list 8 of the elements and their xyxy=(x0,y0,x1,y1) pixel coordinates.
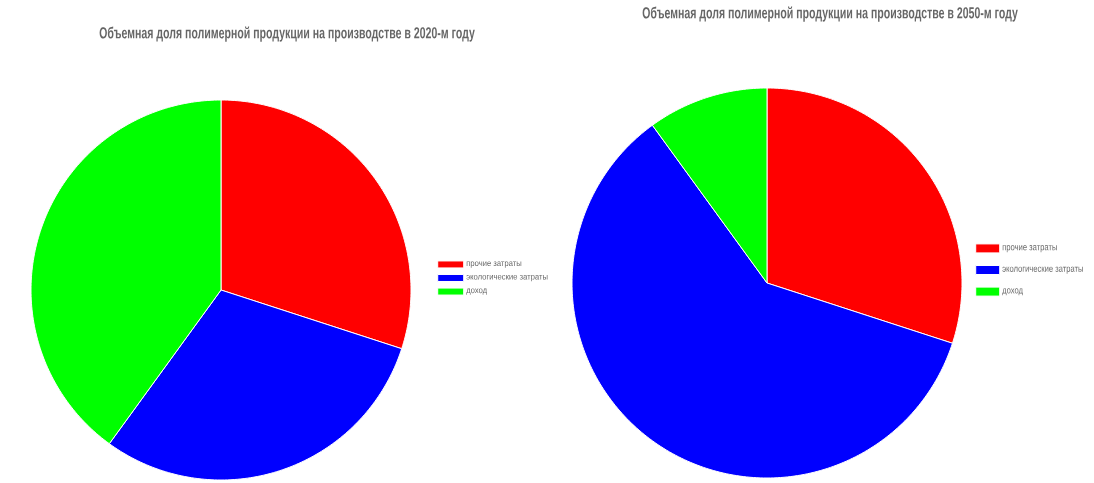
legend-label: прочие затраты xyxy=(1002,245,1057,253)
legend-label: экологические затраты xyxy=(466,274,548,282)
legend-label: доход xyxy=(466,288,487,295)
chart-title: Объемная доля полимерной продукции на производстве в 2050-м году xyxy=(642,6,1018,22)
chart-title: Объемная доля полимерной продукции на производстве в 2020-м году xyxy=(99,26,475,42)
legend-label: доход xyxy=(1002,288,1023,296)
legend-label: прочие затраты xyxy=(466,261,522,268)
legend-label: экологические затраты xyxy=(1002,266,1083,274)
